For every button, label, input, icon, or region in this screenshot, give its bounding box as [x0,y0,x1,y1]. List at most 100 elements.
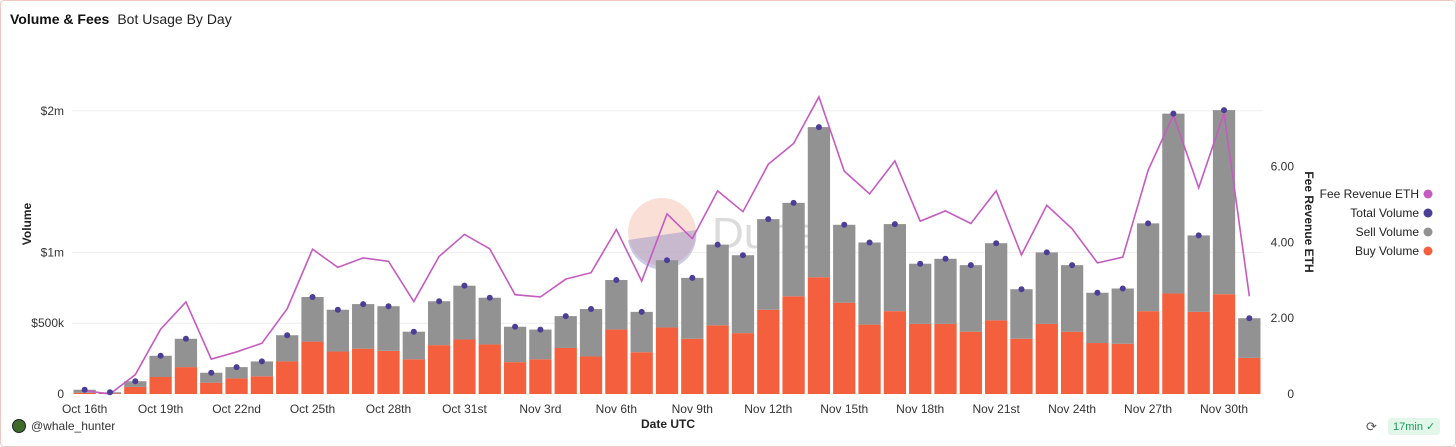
buy-volume-bar [833,302,856,394]
buy-volume-bar [352,348,375,394]
legend-marker [1423,208,1433,218]
sell-volume-bar [1136,223,1160,312]
x-tick-label: Nov 30th [1200,402,1248,416]
sell-volume-bar [174,338,198,368]
sell-volume-bar [427,301,451,346]
buy-volume-bar [1212,294,1236,394]
total-volume-point [106,389,113,396]
legend-marker [1423,246,1433,256]
buy-volume-bar [427,345,451,394]
buy-volume-bar [909,323,932,394]
sell-volume-bar [782,202,805,297]
sell-volume-bar [554,316,577,348]
buy-volume-bar [1187,311,1210,394]
buy-volume-bar [1060,331,1084,394]
sell-volume-bar [1060,265,1084,332]
buy-volume-bar [377,350,400,394]
total-volume-point [714,241,721,248]
buy-volume-bar [478,344,501,394]
sell-volume-bar [1187,235,1210,312]
total-volume-point [790,199,797,206]
total-volume-point [588,306,595,313]
sell-volume-bar [959,265,982,332]
y-tick-label: 0 [57,387,64,401]
total-volume-point [486,294,493,301]
check-circle-icon: ✓ [1426,421,1436,433]
x-tick-label: Nov 24th [1048,402,1096,416]
total-volume-point [436,298,443,305]
buy-volume-bar [402,359,425,394]
total-volume-point [385,303,392,310]
buy-volume-bar [276,361,299,394]
sell-volume-bar [833,224,856,303]
total-volume-point [1170,110,1177,117]
buy-volume-bar [149,377,172,394]
x-axis-title: Date UTC [641,417,695,431]
x-tick-label: Nov 6th [596,402,637,416]
total-volume-point [866,239,873,246]
sell-volume-bar [352,304,375,349]
buy-volume-bar [326,351,349,394]
buy-volume-bar [174,367,198,394]
sell-volume-bar [453,285,476,340]
buy-volume-bar [681,338,704,394]
sell-volume-bar [402,331,425,360]
watermark-logo [628,198,696,266]
sell-volume-bar [478,297,501,345]
buy-volume-bar [858,324,881,394]
refresh-icon[interactable]: ⟳ [1366,419,1377,434]
buy-volume-bar [1136,311,1160,394]
total-volume-point [208,369,215,376]
buy-volume-bar [605,329,628,394]
buy-volume-bar [706,325,729,394]
sell-volume-bar [909,263,932,324]
legend-label: Total Volume [1350,206,1419,220]
author-name: @whale_hunter [31,419,116,433]
total-volume-point [942,255,949,262]
total-volume-point [410,328,417,335]
sell-volume-bar [276,335,299,362]
sell-volume-bar [731,255,755,334]
total-volume-point [1018,286,1025,293]
total-volume-point [1195,232,1202,239]
total-volume-point [815,124,822,131]
buy-volume-bar [453,339,476,394]
sell-volume-bar [985,243,1008,321]
buy-volume-bar [301,341,324,394]
legend-marker [1423,189,1433,199]
sell-volume-bar [934,258,957,324]
x-tick-label: Nov 27th [1124,402,1172,416]
sell-volume-bar [883,224,907,312]
buy-volume-bar [529,359,552,394]
total-volume-point [739,252,746,259]
x-tick-label: Nov 15th [820,402,868,416]
sell-volume-bar [529,329,552,360]
total-volume-point [993,240,1000,247]
watermark-logo-half [628,230,697,270]
total-volume-point [1069,262,1076,269]
x-tick-label: Oct 22nd [212,402,261,416]
buy-volume-bar [731,333,755,394]
sell-volume-bar [630,311,653,353]
sell-volume-bar [1238,318,1261,358]
x-tick-label: Oct 25th [290,402,335,416]
sell-volume-bar [858,242,881,325]
total-volume-point [537,326,544,333]
author-badge[interactable]: @whale_hunter [12,419,115,433]
buy-volume-bar [782,296,805,394]
sell-volume-bar [706,244,729,326]
buy-volume-bar [757,309,780,394]
buy-volume-bar [985,320,1008,394]
chart-title: Volume & Fees [10,11,110,27]
buy-volume-bar [1162,293,1185,394]
sell-volume-bar [655,260,679,328]
total-volume-point [334,306,341,313]
total-volume-point [284,332,291,339]
total-volume-point [664,257,670,264]
total-volume-point [81,386,88,393]
buy-volume-bar [1111,343,1134,394]
total-volume-point [309,294,316,301]
y-axis-title: Volume [20,202,34,245]
buy-volume-bar [1035,323,1058,394]
